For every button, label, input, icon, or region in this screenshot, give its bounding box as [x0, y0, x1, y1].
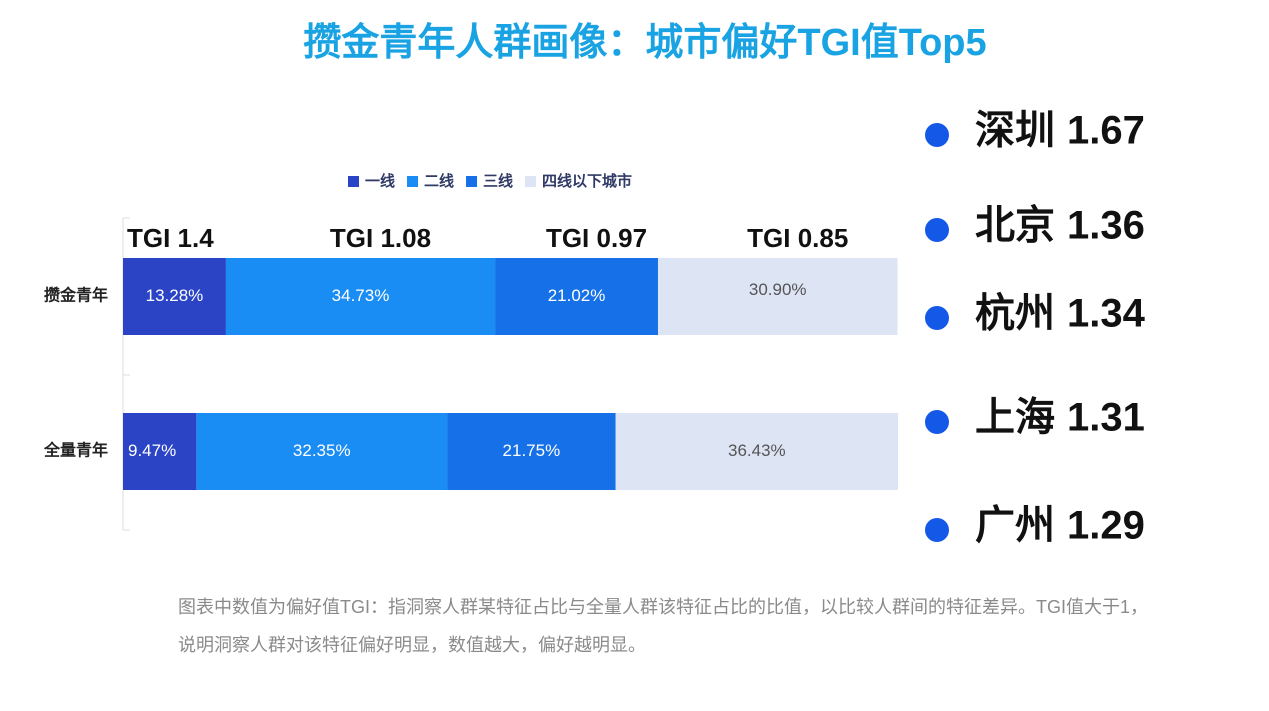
city-name: 深圳 [975, 109, 1055, 153]
bar-segment [123, 258, 226, 335]
value-label: 13.28% [146, 286, 204, 305]
bar-segment [123, 413, 197, 490]
city-name: 广州 [975, 504, 1055, 548]
footnote: 图表中数值为偏好值TGI：指洞察人群某特征占比与全量人群该特征占比的比值，以比较… [178, 597, 1148, 655]
value-label: 21.02% [548, 286, 606, 305]
legend-swatch [466, 176, 478, 187]
city-tgi: 1.67 [1067, 109, 1145, 153]
bar-segment [196, 413, 448, 490]
bullet [925, 218, 949, 242]
value-label: 30.90% [749, 280, 807, 299]
city-name: 杭州 [975, 292, 1055, 336]
city-tgi: 1.36 [1067, 204, 1145, 248]
bar-segment [225, 258, 496, 335]
legend-swatch [348, 176, 359, 187]
legend-label: 三线 [483, 172, 513, 190]
legend-label: 一线 [365, 172, 395, 190]
city-tgi: 1.31 [1067, 396, 1145, 440]
tgi-annotation: TGI 0.97 [546, 223, 647, 253]
bullet [925, 123, 949, 147]
legend-label: 四线以下城市 [542, 172, 632, 190]
legend-label: 二线 [424, 172, 454, 190]
value-label: 9.47% [128, 441, 176, 460]
city-tgi: 1.34 [1067, 292, 1146, 336]
bar-segment [657, 258, 898, 335]
value-label: 32.35% [293, 441, 351, 460]
value-label: 21.75% [503, 441, 561, 460]
chart-title: 攒金青年人群画像：城市偏好TGI值Top5 [303, 21, 986, 64]
city-name: 上海 [975, 396, 1055, 440]
bar-segment [495, 258, 658, 335]
tgi-annotation: TGI 0.85 [747, 223, 848, 253]
city-name: 北京 [975, 204, 1055, 248]
legend-swatch [525, 176, 537, 187]
bar-segment [615, 413, 898, 490]
city-tgi: 1.29 [1067, 504, 1145, 548]
tgi-annotation: TGI 1.4 [127, 223, 214, 253]
category-label: 攒金青年 [44, 286, 108, 305]
value-label: 34.73% [332, 286, 390, 305]
bar-segment [447, 413, 616, 490]
category-label: 全量青年 [43, 441, 108, 460]
bullet [925, 306, 949, 330]
tgi-annotation: TGI 1.08 [330, 223, 431, 253]
value-label: 36.43% [728, 441, 786, 460]
bullet [925, 410, 949, 434]
bullet [925, 518, 949, 542]
legend-swatch [407, 176, 419, 187]
